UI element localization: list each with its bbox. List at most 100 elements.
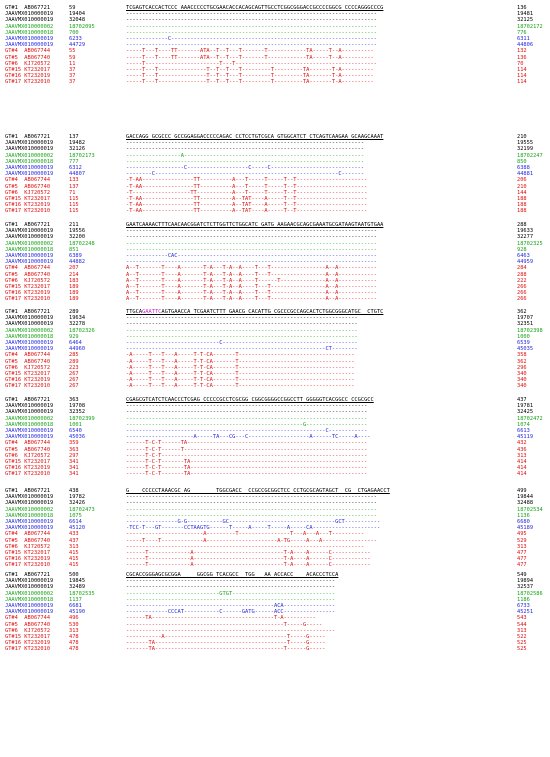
alignment-row: JAAVMX010000002 18702399 -----------------… — [5, 416, 547, 422]
alignment-row: JAAVMX010000019 19482 --------------------… — [5, 140, 547, 146]
sequence-segment: ------T-C-T-----------------------------… — [126, 452, 368, 459]
alignment-row: GT#17 KT232010 189 A--T-------T----A------… — [5, 296, 547, 302]
sequence-name: JAAVMX010000002 — [5, 327, 54, 334]
sequence-segment: -------------CCCAT-----------C------GATG… — [126, 609, 336, 616]
end-position: 32425 — [517, 409, 534, 416]
start-position: 18702326 — [69, 327, 95, 334]
start-position: 478 — [69, 646, 79, 653]
sequence-segment: ----------------------------------------… — [126, 315, 358, 322]
end-position: 340 — [517, 383, 527, 390]
end-position: 210 — [517, 134, 527, 140]
sequence-segment: ----------------------------------------… — [126, 11, 377, 18]
start-position: 437 — [69, 537, 79, 544]
end-position: 522 — [517, 633, 527, 640]
sequence-name: GT#16 KT232019 — [5, 465, 51, 472]
sequence-name: JAAVMX010000019 — [5, 500, 54, 507]
sequence-segment: ------TA--------------------------------… — [126, 615, 316, 622]
start-position: 777 — [69, 158, 79, 165]
alignment-row: JAAVMX010000002 18702326 -----------------… — [5, 328, 547, 334]
end-position: 32125 — [517, 17, 534, 24]
end-position: 45035 — [517, 346, 534, 353]
reference-row: GT#1 AB067721 137 GACCAGG GCGCCC GCCGGAGGA… — [5, 134, 547, 140]
sequence-name: JAAVMX010000002 — [5, 23, 54, 30]
sequence-name: GT#5 AB067740 — [5, 358, 51, 365]
sequence-name: JAAVMX010000019 — [5, 578, 54, 585]
alignment-row: JAAVMX010000019 6681 ---------------------… — [5, 603, 547, 609]
alignment-row: JAAVMX010000018 929 ----------------------… — [5, 334, 547, 340]
sequence-segment: ----------------------------------------… — [126, 602, 336, 609]
end-position: 340 — [517, 370, 527, 377]
end-position: 188 — [517, 195, 527, 202]
sequence-segment: ----------------------------------------… — [126, 596, 336, 603]
start-position: 19845 — [69, 578, 86, 585]
alignment-row: JAAVMX010000019 45036 --------------------… — [5, 434, 547, 440]
sequence-segment: -T-AA----------------TT----------A---T--… — [126, 177, 368, 184]
alignment-row: JAAVMX010000019 6312 ------------------C--… — [5, 165, 547, 171]
start-position: 478 — [69, 640, 79, 647]
sequence-segment: ------T-C-T------T----------------------… — [126, 446, 368, 453]
sequence-segment: -A-----T---T---A-----T-T-CA-------T-----… — [126, 352, 355, 359]
end-position: 543 — [517, 615, 527, 622]
end-position: 928 — [517, 246, 527, 253]
sequence-segment: ----------------------------------------… — [126, 29, 377, 36]
end-position: 266 — [517, 296, 527, 303]
sequence-name: JAAVMX010000019 — [5, 346, 54, 353]
sequence-name: GT#5 AB067740 — [5, 271, 51, 278]
alignment-row: GT#4 AB067744 359 ------T-C-T------TA-----… — [5, 440, 547, 446]
start-position: 211 — [69, 222, 79, 228]
sequence-name: JAAVMX010000002 — [5, 506, 54, 513]
end-position: 19844 — [517, 494, 534, 501]
end-position: 114 — [517, 79, 527, 86]
sequence-segment: -T-AA----------------TT----------A---T--… — [126, 183, 368, 190]
end-position: 313 — [517, 627, 527, 634]
sequence-segment: -A-----T---T---A-----T-T-CA-------T-----… — [126, 383, 355, 390]
alignment-row: JAAVMX010000019 19634 --------------------… — [5, 315, 547, 321]
sequence-name: GT#16 KT232019 — [5, 556, 51, 563]
end-position: 436 — [517, 446, 527, 453]
start-position: 478 — [69, 633, 79, 640]
sequence-name: GT#17 KT232010 — [5, 471, 51, 478]
end-position: 477 — [517, 549, 527, 556]
end-position: 358 — [517, 352, 527, 359]
sequence-segment: A--T-------T----A-------T-A---T-A--A----… — [126, 290, 377, 297]
sequence-name: GT#15 KT232017 — [5, 549, 51, 556]
alignment-row: JAAVMX010000018 777 ----------------------… — [5, 159, 547, 165]
sequence-segment: -------TA-------------------------------… — [126, 640, 326, 647]
alignment-row: JAAVMX010000019 32048 --------------------… — [5, 17, 547, 23]
alignment-row: GT#6 KJ720572 183 A--T-------T----A-------… — [5, 278, 547, 284]
alignment-row: JAAVMX010000019 19404 --------------------… — [5, 11, 547, 17]
end-position: 32488 — [517, 500, 534, 507]
end-position: 32199 — [517, 146, 534, 153]
sequence-segment: -----------------------------GTGT-------… — [126, 590, 336, 597]
alignment-block: GT#1 AB067721 211 GAATCAAAACTTTCAACAACGGAT… — [5, 222, 547, 302]
alignment-row: JAAVMX010000019 45120 -TCC-T---GT-------CC… — [5, 525, 547, 531]
sequence-segment: A--T-------T----A-------T-A---T-A--A----… — [126, 277, 377, 284]
start-position: 433 — [69, 531, 79, 538]
end-position: 18702472 — [517, 415, 543, 422]
sequence-name: GT#15 KT232017 — [5, 633, 51, 640]
end-position: 222 — [517, 277, 527, 284]
sequence-name: JAAVMX010000019 — [5, 164, 54, 171]
start-position: 18702173 — [69, 152, 95, 159]
start-position: 289 — [69, 358, 79, 365]
start-position: 415 — [69, 556, 79, 563]
sequence-name: GT#1 AB067721 — [5, 309, 51, 315]
sequence-segment: A--T-------T----A-------T-A---T-A--A----… — [126, 271, 377, 278]
sequence-name: JAAVMX010000019 — [5, 35, 54, 42]
sequence-name: GT#5 AB067740 — [5, 183, 51, 190]
sequence-name: GT#15 KT232017 — [5, 195, 51, 202]
sequence-segment: ----------------------------------------… — [126, 409, 368, 416]
start-position: 19482 — [69, 140, 86, 147]
start-position: 6540 — [69, 427, 82, 434]
end-position: 19894 — [517, 578, 534, 585]
sequence-name: JAAVMX010000018 — [5, 512, 54, 519]
alignment-row: GT#4 AB067744 285 -A-----T---T---A-----T-T… — [5, 352, 547, 358]
sequence-name: GT#6 KJ720572 — [5, 60, 51, 67]
alignment-row: GT#6 KJ720572 71 -T------------------TT---… — [5, 190, 547, 196]
sequence-segment: -----------------A----------------------… — [126, 152, 365, 159]
alignment-row: GT#5 AB067740 289 -A-----T---T---A-----T-T… — [5, 359, 547, 365]
start-position: 223 — [69, 364, 79, 371]
start-position: 18702095 — [69, 23, 95, 30]
start-position: 45120 — [69, 525, 86, 532]
start-position: 37 — [69, 79, 76, 86]
